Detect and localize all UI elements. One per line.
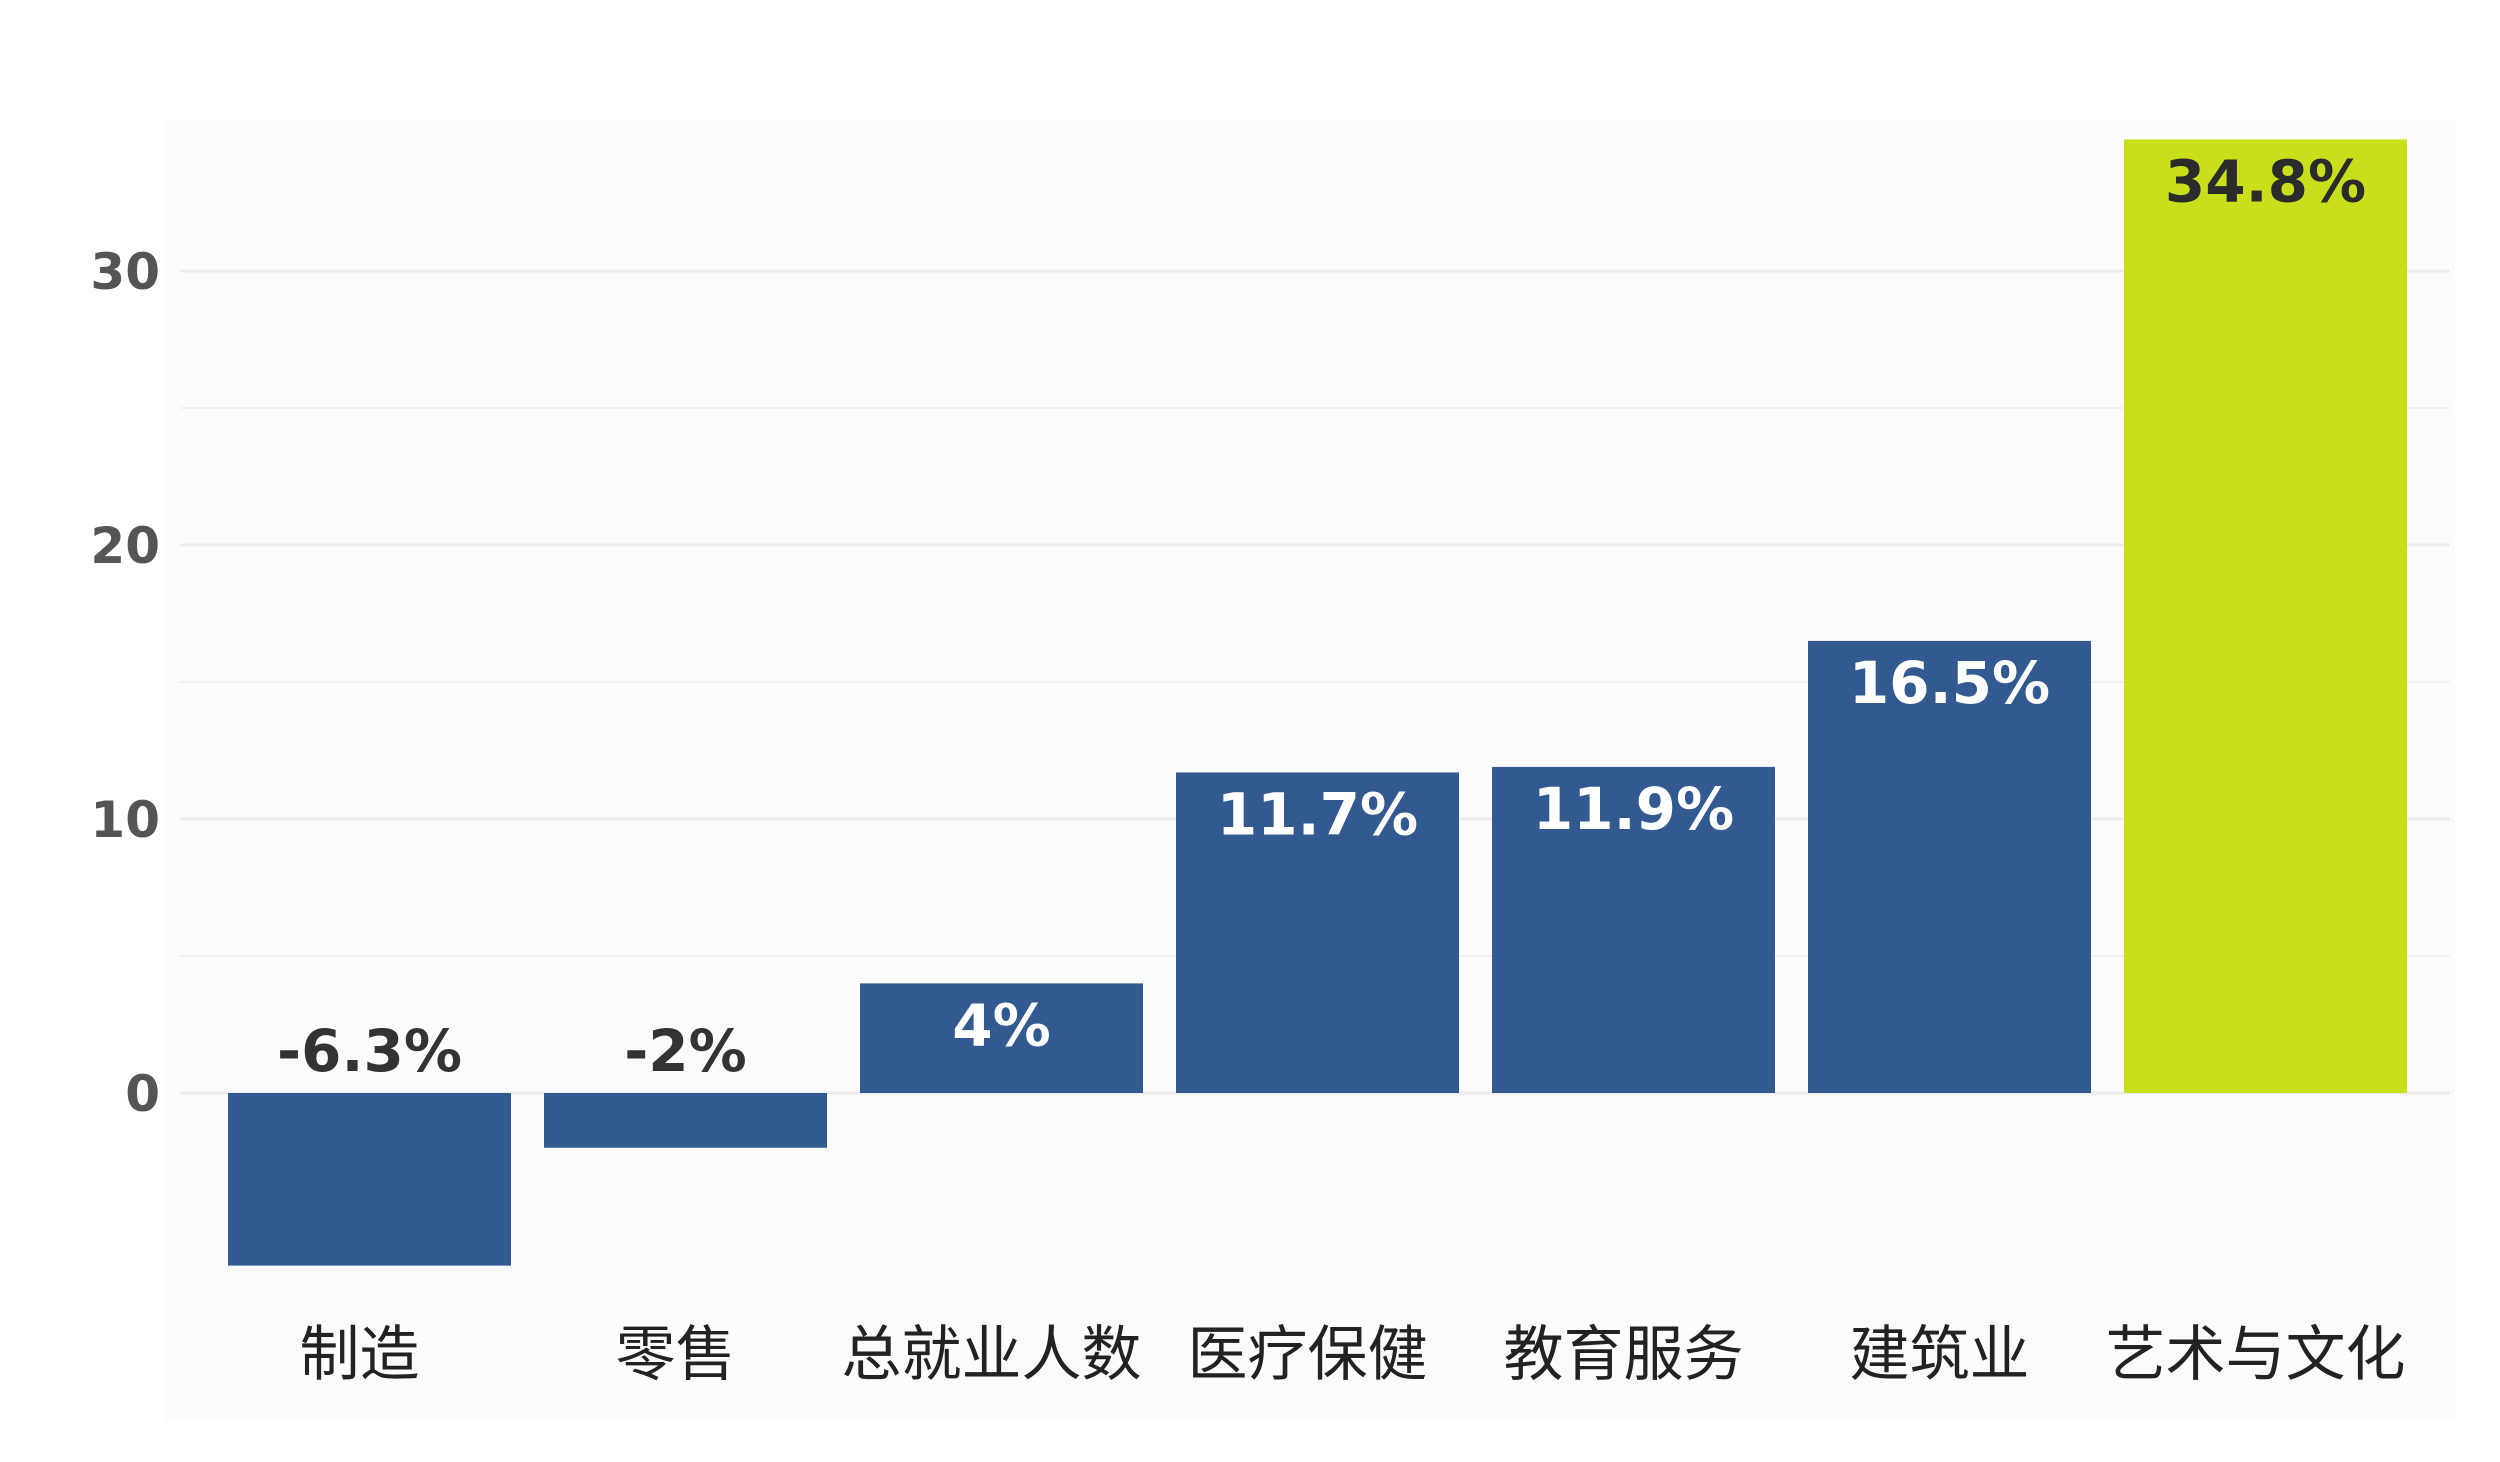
bar [544, 1093, 827, 1148]
x-category-label: 建筑业 [1850, 1320, 2030, 1390]
bar [228, 1093, 511, 1266]
bars [228, 139, 2407, 1266]
y-tick-label: 20 [90, 517, 160, 575]
data-labels: -6.3% -2% 4% 11.7% 11.9% 16.5% 34.8% [277, 147, 2366, 1085]
bar [860, 983, 1143, 1093]
x-category-label: 总就业人数 [842, 1320, 1142, 1390]
data-label: 34.8% [2165, 147, 2366, 215]
data-label: 11.7% [1217, 780, 1418, 848]
x-category-label: 教育服务 [1504, 1320, 1744, 1390]
y-tick-label: 0 [125, 1065, 160, 1123]
data-label: 4% [952, 991, 1050, 1059]
x-axis-categories: 制造 零售 总就业人数 医疗保健 教育服务 建筑业 艺术与文化 [300, 1320, 2406, 1390]
bar [1808, 640, 2091, 1093]
data-label: -6.3% [277, 1017, 462, 1085]
y-tick-label: 30 [90, 243, 160, 301]
y-tick-label: 10 [90, 791, 160, 849]
x-category-label: 零售 [616, 1320, 736, 1390]
x-category-label: 医疗保健 [1188, 1320, 1428, 1390]
bar [1176, 772, 1459, 1093]
data-label: 16.5% [1849, 649, 2050, 717]
x-category-label: 艺术与文化 [2106, 1320, 2406, 1390]
bar [1492, 766, 1775, 1093]
data-label: 11.9% [1533, 775, 1734, 843]
bar [2124, 139, 2407, 1094]
y-axis-ticks: 0 10 20 30 [90, 243, 160, 1123]
x-category-label: 制造 [300, 1320, 420, 1390]
data-label: -2% [624, 1017, 747, 1085]
